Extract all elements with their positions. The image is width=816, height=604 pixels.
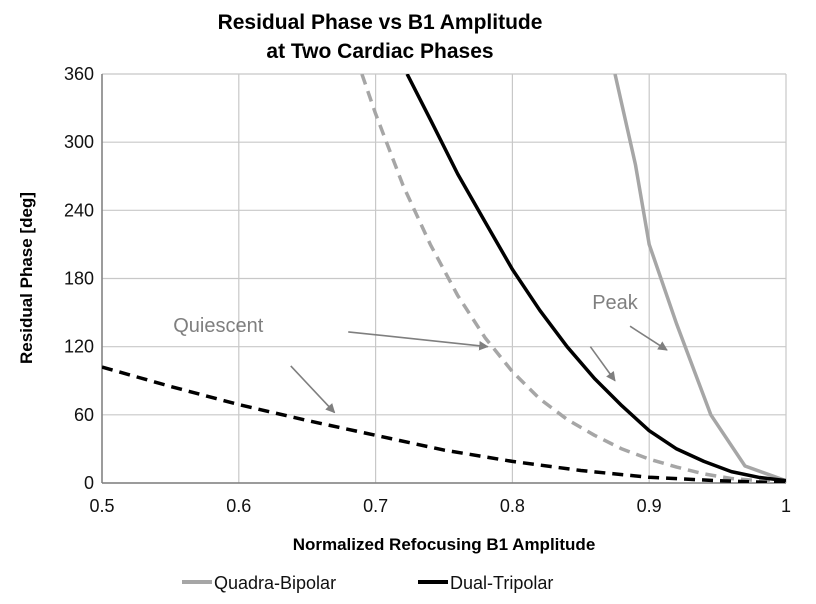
annotation-arrow-quiescent: [290, 365, 336, 414]
annotations: Peak Quiescent: [173, 292, 668, 414]
y-tick-label: 0: [84, 473, 94, 493]
y-tick-label: 120: [64, 337, 94, 357]
legend-label-quadra-bipolar: Quadra-Bipolar: [214, 573, 336, 593]
y-tick-label: 300: [64, 132, 94, 152]
tick-labels: 0.5 0.6 0.7 0.8 0.9 1 0 60 120 180 240 300 360: [64, 64, 791, 516]
annotation-arrow-peak: [629, 325, 668, 351]
annotation-arrow-quiescent: [348, 331, 489, 351]
x-tick-label: 0.6: [226, 496, 251, 516]
x-tick-label: 0.8: [500, 496, 525, 516]
x-axis-title: Normalized Refocusing B1 Amplitude: [293, 535, 596, 554]
annotation-quiescent: Quiescent: [173, 315, 263, 337]
axes: [101, 74, 786, 484]
y-axis-title: Residual Phase [deg]: [17, 192, 36, 364]
x-tick-label: 0.5: [89, 496, 114, 516]
series-line-dual-tripolar-quiescent: [102, 365, 786, 483]
y-tick-label: 240: [64, 200, 94, 220]
y-tick-label: 180: [64, 269, 94, 289]
legend: Quadra-Bipolar Dual-Tripolar: [182, 573, 553, 593]
chart-title-line-2: at Two Cardiac Phases: [266, 40, 493, 63]
chart-title-line-1: Residual Phase vs B1 Amplitude: [218, 11, 543, 34]
gridlines: [101, 73, 787, 484]
y-tick-label: 360: [64, 64, 94, 84]
series-line-dual-tripolar-peak: [405, 74, 786, 483]
chart-title: Residual Phase vs B1 Amplitude at Two Ca…: [218, 11, 543, 63]
legend-label-dual-tripolar: Dual-Tripolar: [450, 573, 553, 593]
series-line-quadra-bipolar-peak: [613, 74, 786, 483]
annotation-arrow-peak: [589, 346, 616, 382]
series-line-quadra-bipolar-quiescent: [360, 74, 786, 483]
data-series: [102, 74, 786, 483]
x-tick-label: 0.9: [637, 496, 662, 516]
annotation-peak: Peak: [592, 292, 639, 314]
y-tick-label: 60: [74, 405, 94, 425]
x-tick-label: 1: [781, 496, 791, 516]
x-tick-label: 0.7: [363, 496, 388, 516]
